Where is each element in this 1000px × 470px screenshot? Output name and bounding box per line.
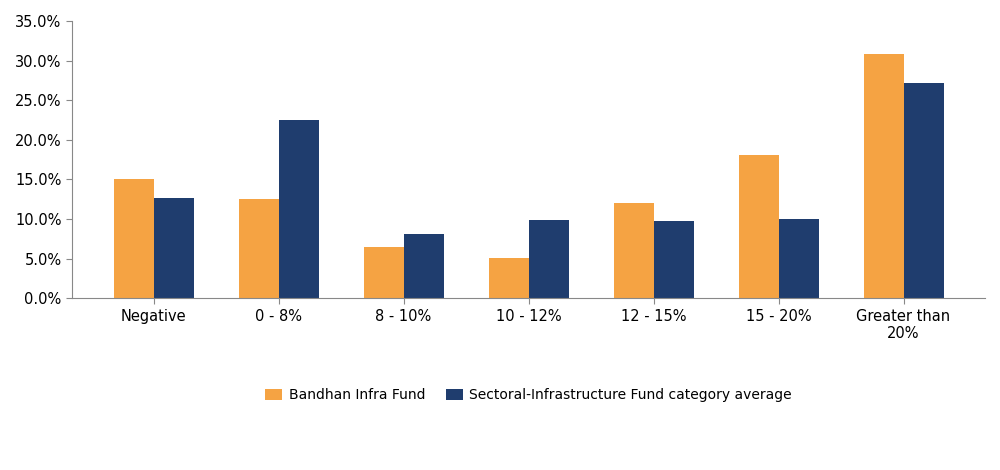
Bar	[489, 258, 529, 298]
Bar	[864, 54, 904, 298]
Bar	[739, 155, 779, 298]
Bar	[614, 203, 654, 298]
Bar	[114, 179, 154, 298]
Bar	[154, 197, 194, 298]
Bar	[364, 247, 404, 298]
Bar	[279, 120, 319, 298]
Bar	[404, 234, 444, 298]
Bar	[654, 220, 694, 298]
Bar	[779, 219, 819, 298]
Bar	[239, 199, 279, 298]
Bar	[904, 83, 944, 298]
Legend: Bandhan Infra Fund, Sectoral-Infrastructure Fund category average: Bandhan Infra Fund, Sectoral-Infrastruct…	[259, 383, 798, 408]
Bar	[529, 220, 569, 298]
